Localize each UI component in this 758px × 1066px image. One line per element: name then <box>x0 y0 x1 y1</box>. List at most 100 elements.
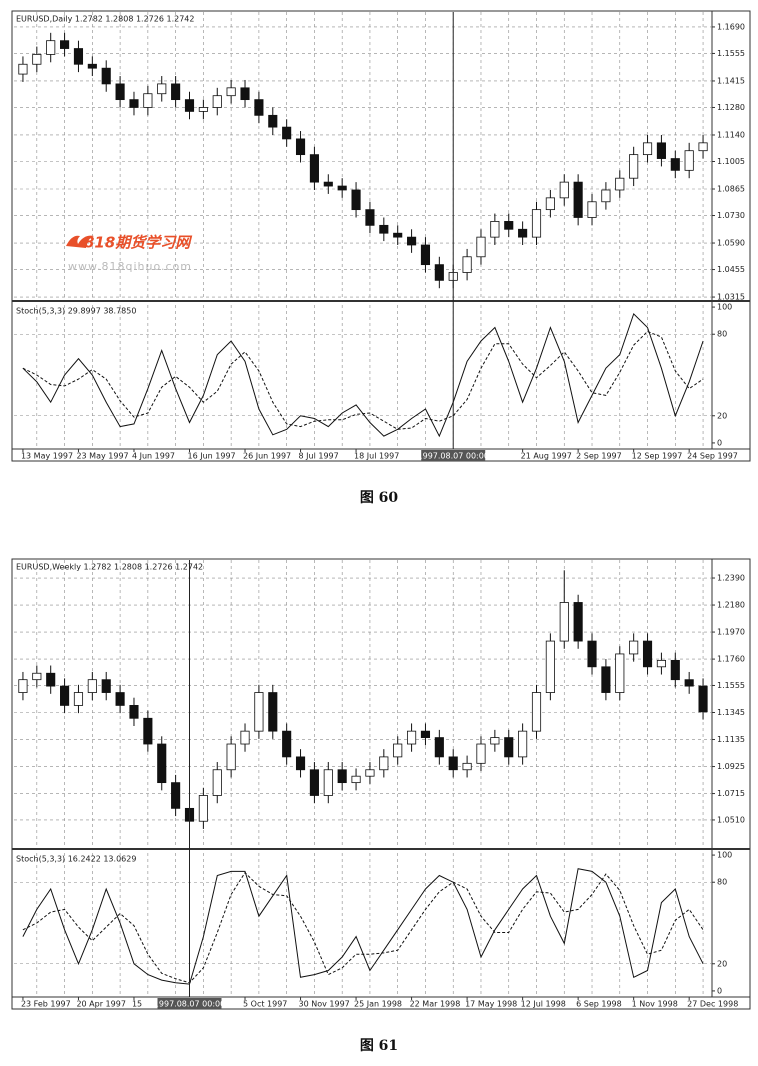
y-tick-label: 0 <box>717 986 722 995</box>
candle-body <box>115 83 125 101</box>
candle-body <box>18 63 28 75</box>
candle-body <box>698 142 708 152</box>
candle-body <box>240 730 250 745</box>
crosshair-label-bg <box>421 450 486 461</box>
candle-body <box>337 185 347 191</box>
y-tick-label: 1.0865 <box>717 185 745 194</box>
candle-body <box>462 256 472 273</box>
candle-body <box>629 640 639 655</box>
x-tick-label: 24 Sep 1997 <box>687 452 738 461</box>
y-tick-label: 100 <box>717 303 732 312</box>
x-tick-label: 30 Nov 1997 <box>299 1000 350 1009</box>
candle-body <box>101 67 111 85</box>
y-tick-label: 100 <box>717 851 732 860</box>
candle-body <box>226 87 236 97</box>
x-tick-label: 12 Jul 1998 <box>521 1000 566 1009</box>
y-tick-label: 1.1140 <box>717 130 745 139</box>
candle-body <box>226 743 236 771</box>
y-tick-label: 20 <box>717 959 727 968</box>
candle-body <box>129 705 139 719</box>
candle-body <box>268 114 278 128</box>
x-tick-label: 4 Jun 1997 <box>132 452 175 461</box>
candle-body <box>171 83 181 101</box>
x-tick-label: 25 Jan 1998 <box>354 1000 402 1009</box>
candle-body <box>684 150 694 171</box>
crosshair-label: 1997.08.07 00:00 <box>418 452 489 461</box>
y-tick-label: 1.0590 <box>717 239 745 248</box>
y-tick-label: 1.2180 <box>717 601 745 610</box>
candle-body <box>573 602 583 642</box>
candle-body <box>476 743 486 764</box>
y-tick-label: 1.0455 <box>717 265 745 274</box>
candle-body <box>601 666 611 693</box>
y-tick-label: 1.1690 <box>717 22 745 31</box>
candle-body <box>295 756 306 771</box>
candle-body <box>309 769 319 796</box>
candle-body <box>587 640 597 668</box>
x-tick-label: 12 Sep 1997 <box>632 452 683 461</box>
candle-body <box>337 769 347 784</box>
x-tick-label: 2 Sep 1997 <box>576 452 622 461</box>
x-tick-label: 27 Dec 1998 <box>687 1000 738 1009</box>
candle-body <box>531 692 542 732</box>
chart-frame <box>11 10 751 462</box>
y-tick-label: 1.1760 <box>717 655 745 664</box>
candle-body <box>212 95 222 108</box>
y-tick-label: 1.1345 <box>717 708 745 717</box>
crosshair-label: 1997.08.07 00:00 <box>154 1000 225 1009</box>
candle-body <box>434 737 444 758</box>
stoch-signal-line <box>22 871 704 984</box>
candle-body <box>629 154 639 179</box>
stoch-title: Stoch(5,3,3) 29.8997 38.7850 <box>16 307 136 316</box>
candle-body <box>670 158 680 171</box>
y-tick-label: 1.1970 <box>717 628 745 637</box>
stoch-signal-line <box>22 330 704 430</box>
watermark-name: 818期货学习网 <box>84 234 193 252</box>
candle-body <box>101 679 111 693</box>
candle-body <box>407 236 417 246</box>
x-tick-label: 23 May 1997 <box>76 452 128 461</box>
x-tick-label: 8 Jul 1997 <box>299 452 339 461</box>
candle-body <box>351 189 361 211</box>
candle-body <box>587 201 597 218</box>
candle-body <box>46 672 56 687</box>
candle-body <box>504 737 514 758</box>
x-tick-label: 20 Apr 1997 <box>76 1000 125 1009</box>
candle-body <box>129 99 139 108</box>
candle-body <box>198 107 208 112</box>
candle-body <box>351 775 361 784</box>
candle-body <box>60 685 70 706</box>
x-tick-label: 6 Sep 1998 <box>576 1000 622 1009</box>
chart-frame <box>11 558 751 1010</box>
x-tick-label: 17 May 1998 <box>465 1000 517 1009</box>
candle-body <box>656 142 666 159</box>
watermark-url: www.818qihuo.com <box>68 260 192 273</box>
candle-body <box>601 189 611 203</box>
y-tick-label: 1.1135 <box>717 735 745 744</box>
crosshair-label-bg <box>157 998 222 1009</box>
candle-body <box>559 602 569 642</box>
x-tick-label: 5 Oct 1997 <box>243 1000 287 1009</box>
y-tick-label: 1.1415 <box>717 76 745 85</box>
x-tick-label: 22 Mar 1998 <box>410 1000 461 1009</box>
x-tick-label: 26 Jun 1997 <box>243 452 291 461</box>
candle-body <box>143 93 153 108</box>
candle-body <box>670 659 680 681</box>
figure-caption: 图 60 <box>360 490 399 506</box>
candle-body <box>282 730 292 758</box>
candle-body <box>698 685 708 713</box>
candle-body <box>254 99 264 116</box>
y-tick-label: 1.2390 <box>717 574 745 583</box>
candle-body <box>365 209 375 226</box>
candle-body <box>434 264 444 281</box>
candle-body <box>365 769 375 777</box>
x-tick-label: 1 Nov 1998 <box>632 1000 678 1009</box>
candle-body <box>518 730 528 758</box>
candle-body <box>504 221 514 230</box>
y-tick-label: 80 <box>717 878 727 887</box>
candle-body <box>379 756 389 771</box>
candle-body <box>615 177 625 191</box>
candle-body <box>115 692 125 706</box>
candle-body <box>379 224 389 234</box>
